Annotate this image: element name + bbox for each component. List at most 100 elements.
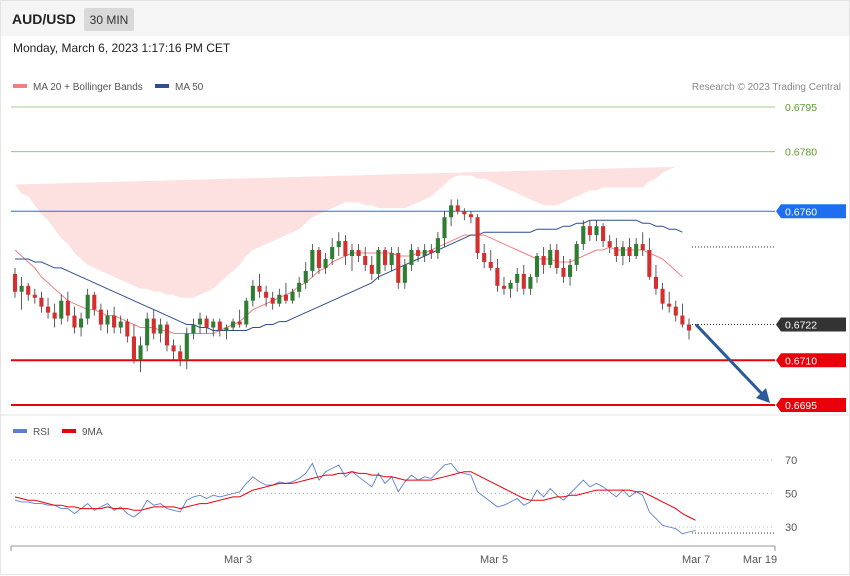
candle xyxy=(435,232,440,259)
candle xyxy=(52,303,57,328)
candle xyxy=(164,321,170,352)
candle-body xyxy=(19,285,24,292)
rsi-tick-70: 70 xyxy=(785,455,797,467)
candle-body xyxy=(442,217,447,239)
rsi-ma-legend-swatch xyxy=(62,429,76,433)
candle-body xyxy=(171,345,176,352)
candle xyxy=(105,309,110,334)
candle-body xyxy=(614,247,619,256)
candle-body xyxy=(79,318,84,328)
candle-body xyxy=(105,315,110,325)
candle xyxy=(686,318,692,340)
candle xyxy=(534,253,540,283)
candle-body xyxy=(336,241,341,248)
candle-body xyxy=(653,276,659,289)
candle xyxy=(680,303,685,328)
candle-body xyxy=(290,291,295,301)
candle xyxy=(660,282,665,310)
ma20-line xyxy=(14,234,683,334)
timeframe-button[interactable]: 30 MIN xyxy=(84,8,134,31)
candle-body xyxy=(568,264,573,277)
candle xyxy=(224,324,229,340)
candle-body xyxy=(164,324,170,346)
candle-body xyxy=(541,256,546,265)
candle-body xyxy=(581,226,586,245)
level-tag-text: 0.6722 xyxy=(785,320,817,332)
candle-body xyxy=(145,318,150,346)
candle-body xyxy=(343,241,348,256)
candle xyxy=(59,294,64,325)
candle xyxy=(264,285,269,307)
candle-body xyxy=(65,300,70,316)
candle xyxy=(191,318,196,340)
candles xyxy=(12,199,692,373)
candle-body xyxy=(521,273,526,289)
candle xyxy=(250,279,255,307)
candle xyxy=(138,336,143,373)
candle xyxy=(449,199,454,227)
candle-body xyxy=(184,333,189,361)
candle xyxy=(673,300,678,322)
candle-body xyxy=(475,217,480,254)
x-tick-label: Mar 3 xyxy=(224,554,252,566)
candle-body xyxy=(237,321,242,325)
candle xyxy=(92,291,97,316)
candle-body xyxy=(356,250,361,256)
candle-body xyxy=(98,309,103,325)
candle-body xyxy=(211,321,216,328)
ma20-legend-label: MA 20 + Bollinger Bands xyxy=(33,82,143,93)
candle xyxy=(475,214,480,259)
candle-body xyxy=(501,285,507,289)
rsi-ma-legend-label: 9MA xyxy=(82,427,103,438)
candle-body xyxy=(52,312,57,319)
candle xyxy=(455,199,460,215)
ma50-legend-swatch xyxy=(155,84,169,88)
candle-body xyxy=(349,250,355,256)
level-tag-0.6780: 0.6780 xyxy=(785,147,817,159)
candle xyxy=(270,291,275,310)
candle-body xyxy=(85,294,90,319)
candle-body xyxy=(32,294,37,298)
candle-body xyxy=(376,250,381,274)
candle xyxy=(568,258,573,286)
level-tag-0.6695: 0.6695 xyxy=(776,398,846,412)
candle-body xyxy=(158,324,163,334)
candle-body xyxy=(620,247,625,256)
candle-body xyxy=(178,351,183,361)
candle xyxy=(112,306,117,334)
candle-body xyxy=(204,318,209,328)
candle xyxy=(158,318,163,343)
candle xyxy=(151,309,156,340)
candle xyxy=(211,318,216,337)
candle-body xyxy=(607,241,612,248)
candle xyxy=(277,288,282,307)
candle xyxy=(178,345,183,367)
candle-body xyxy=(45,306,51,313)
candle-body xyxy=(416,250,421,256)
bollinger-bands xyxy=(15,166,683,298)
timestamp: Monday, March 6, 2023 1:17:16 PM CET xyxy=(13,41,231,55)
candle-body xyxy=(12,273,18,292)
candle xyxy=(118,315,123,334)
candle-body xyxy=(640,244,645,251)
candle xyxy=(548,244,553,268)
rsi-tick-30: 30 xyxy=(785,522,797,534)
candle xyxy=(356,244,361,262)
candle xyxy=(574,241,579,271)
candle-body xyxy=(594,226,599,236)
x-axis-ticks: Mar 3 Mar 5 Mar 7 Mar 19 xyxy=(224,554,777,566)
x-tick-label: Mar 5 xyxy=(480,554,508,566)
candle-body xyxy=(647,250,652,277)
candle xyxy=(627,238,632,262)
candle-body xyxy=(396,253,401,283)
candle xyxy=(442,211,447,248)
level-tag-text: 0.6695 xyxy=(785,400,817,412)
candle-body xyxy=(330,247,335,259)
candle xyxy=(204,315,209,334)
candle-body xyxy=(323,258,328,268)
level-tag-0.6710: 0.6710 xyxy=(776,353,846,368)
candle-body xyxy=(277,294,282,304)
candle xyxy=(528,273,533,295)
candle xyxy=(336,232,341,256)
